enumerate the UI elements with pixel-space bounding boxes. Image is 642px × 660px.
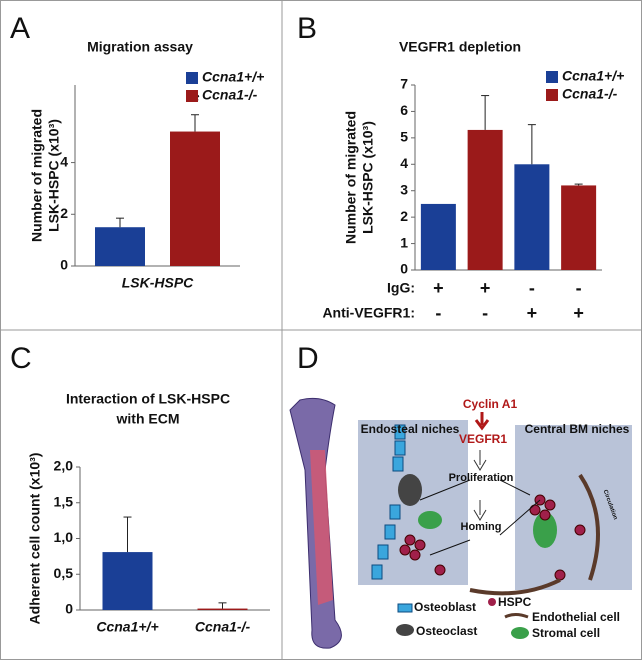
y-tick-label: 2 <box>60 205 68 221</box>
osteoblasts <box>371 424 406 580</box>
vessel <box>469 473 600 596</box>
legend-swatch <box>546 89 558 101</box>
y-tick-label: 5 <box>400 129 408 145</box>
legend-label: Ccna1+/+ <box>202 69 264 85</box>
chart-title: with ECM <box>116 411 180 427</box>
y-tick-label: 6 <box>400 102 408 118</box>
legend-label: Endothelial cell <box>532 610 620 624</box>
legend-label: Ccna1+/+ <box>562 68 624 84</box>
y-tick-label: 2,0 <box>54 458 74 474</box>
condition-label: IgG: <box>387 280 415 296</box>
bar <box>197 608 248 610</box>
condition: - <box>529 278 535 298</box>
bar <box>95 227 145 266</box>
y-tick-label: 2 <box>400 208 408 224</box>
label: Homing <box>461 521 502 533</box>
legend-swatch <box>488 598 496 606</box>
label: Cyclin A1 <box>463 397 518 411</box>
y-tick-label: 3 <box>400 181 408 197</box>
bar <box>102 552 153 610</box>
x-tick-label: Ccna1-/- <box>195 619 251 635</box>
osteoclast <box>398 474 422 506</box>
marrow <box>310 450 333 605</box>
y-tick-label: 1 <box>400 234 408 250</box>
legend-label: Ccna1-/- <box>202 87 258 103</box>
label: VEGFR1 <box>459 432 507 446</box>
legend-swatch <box>397 603 413 613</box>
stromal <box>418 511 442 529</box>
bar <box>467 129 503 270</box>
legend-label: Osteoclast <box>416 624 477 638</box>
panel-label: A <box>10 12 30 45</box>
condition: - <box>576 278 582 298</box>
y-tick-label: 4 <box>400 155 408 171</box>
legend-swatch <box>511 627 529 639</box>
legend-label: HSPC <box>498 595 532 609</box>
panel-label: B <box>297 12 317 45</box>
panel-label: D <box>297 342 319 375</box>
condition: + <box>527 303 538 323</box>
legend-swatch <box>504 613 529 619</box>
legend-label: Ccna1-/- <box>562 86 618 102</box>
label: Endosteal niches <box>361 422 460 436</box>
label: Central BM niches <box>525 422 630 436</box>
y-tick-label: 1,5 <box>54 493 74 509</box>
y-tick-label: 0 <box>400 261 408 277</box>
y-axis-label: Adherent cell count (x10³) <box>27 453 43 625</box>
condition: - <box>482 303 488 323</box>
y-axis-label: Number of migrated <box>29 109 45 242</box>
legend-swatch <box>396 624 414 636</box>
condition-label: Anti-VEGFR1: <box>322 305 415 321</box>
y-tick-label: 7 <box>400 76 408 92</box>
y-axis-label: Number of migrated <box>343 111 359 244</box>
bar <box>514 164 550 270</box>
bar <box>170 131 220 266</box>
condition: + <box>480 278 491 298</box>
condition: + <box>433 278 444 298</box>
label: Proliferation <box>449 472 514 484</box>
chart-title: Migration assay <box>87 39 193 55</box>
arrow <box>473 450 487 521</box>
condition: + <box>573 303 584 323</box>
y-tick-label: 0 <box>65 601 73 617</box>
arrow <box>419 479 541 556</box>
panel-label: C <box>10 342 32 375</box>
bar <box>561 185 597 270</box>
y-tick-label: 1,0 <box>54 529 74 545</box>
y-tick-label: 0 <box>60 257 68 273</box>
x-tick-label: Ccna1+/+ <box>96 619 158 635</box>
arrow <box>474 412 490 431</box>
y-tick-label: 0,5 <box>54 565 74 581</box>
diagram: Cyclin A1 VEGFR1 Endosteal niches Centra… <box>289 397 632 649</box>
y-axis-label: LSK-HSPC (x10³) <box>46 119 62 232</box>
y-axis-label: LSK-HSPC (x10³) <box>360 121 376 234</box>
y-tick-label: 4 <box>60 153 68 169</box>
chart-title: Interaction of LSK-HSPC <box>66 391 230 407</box>
x-tick-label: LSK-HSPC <box>122 275 194 291</box>
chart-title: VEGFR1 depletion <box>399 39 521 55</box>
legend-swatch <box>546 71 558 83</box>
bar <box>420 203 456 270</box>
condition: - <box>435 303 441 323</box>
legend-swatch <box>186 72 198 84</box>
legend-label: Stromal cell <box>532 626 600 640</box>
stromal <box>533 512 557 548</box>
legend-label: Osteoblast <box>414 600 476 614</box>
legend-swatch <box>186 90 198 102</box>
